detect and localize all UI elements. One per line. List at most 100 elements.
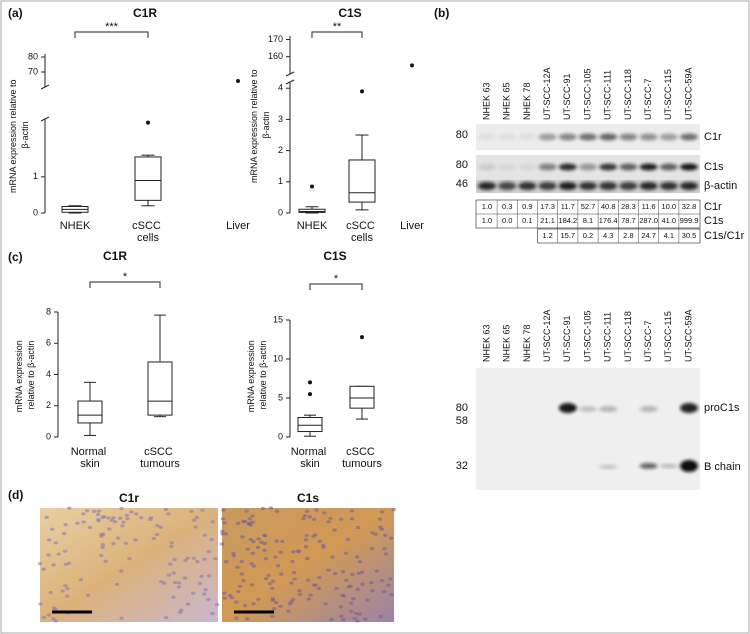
band — [579, 133, 597, 141]
nucleus — [182, 576, 188, 580]
nucleus — [250, 551, 256, 555]
nucleus — [249, 562, 254, 566]
nucleus — [341, 594, 347, 598]
lane-label: UT-SCC-115 — [663, 69, 673, 120]
nucleus — [239, 572, 244, 576]
row-label: C1s — [704, 215, 724, 227]
nucleus — [234, 616, 239, 620]
y-tick-label: 5 — [278, 392, 283, 402]
chart-title: C1S — [323, 249, 346, 263]
nucleus — [78, 577, 84, 582]
nucleus — [304, 509, 310, 513]
nucleus — [202, 557, 207, 561]
nucleus — [237, 584, 243, 588]
x-tick-label: Normal skin — [291, 446, 330, 470]
x-tick-label: Normal skin — [71, 446, 110, 470]
nucleus — [163, 507, 169, 512]
table-cell: 1.0 — [482, 216, 492, 225]
nucleus — [56, 552, 61, 556]
y-tick-label: 3 — [278, 114, 283, 124]
nucleus — [250, 520, 255, 524]
y-tick-label: 1 — [33, 171, 38, 181]
nucleus — [172, 557, 177, 562]
nucleus — [388, 536, 394, 540]
band — [558, 182, 577, 190]
nucleus — [206, 549, 211, 554]
nucleus — [340, 570, 346, 574]
y-tick-label: 70 — [28, 66, 38, 76]
nucleus — [236, 589, 241, 594]
lane-label: UT-SCC-7 — [643, 320, 653, 362]
table-cell: 40.8 — [601, 202, 616, 211]
band — [579, 163, 597, 171]
nucleus — [121, 520, 126, 524]
nucleus — [369, 546, 375, 551]
nucleus — [119, 616, 124, 620]
nucleus — [351, 597, 356, 601]
table-cell: 4.1 — [664, 231, 674, 240]
nucleus — [235, 565, 240, 569]
nucleus — [117, 516, 123, 520]
nucleus — [262, 534, 268, 538]
nucleus — [231, 554, 237, 558]
y-axis-label: mRNA expression relative to β-actin — [246, 338, 268, 413]
nucleus — [221, 591, 227, 595]
band — [619, 182, 638, 190]
nucleus — [307, 515, 312, 519]
nucleus — [349, 517, 355, 521]
nucleus — [37, 561, 43, 566]
table-cell: 21.1 — [540, 216, 555, 225]
band — [680, 163, 698, 171]
nucleus — [345, 537, 351, 542]
significance-label: ** — [333, 21, 342, 33]
band — [518, 182, 537, 190]
table-cell: 4.3 — [603, 231, 613, 240]
nucleus — [251, 539, 256, 544]
nucleus — [107, 527, 112, 531]
nucleus — [166, 512, 171, 516]
band — [518, 163, 537, 171]
nucleus — [355, 555, 360, 559]
outlier — [308, 380, 312, 385]
nucleus — [333, 572, 338, 576]
nucleus — [356, 571, 362, 575]
nucleus — [377, 517, 383, 521]
table-cell: 0.1 — [522, 216, 532, 225]
nucleus — [44, 515, 49, 519]
nucleus — [246, 522, 252, 526]
band — [558, 163, 577, 171]
nucleus — [51, 563, 56, 567]
nucleus — [151, 536, 156, 541]
nucleus — [209, 537, 214, 542]
nucleus — [259, 540, 264, 544]
nucleus — [343, 551, 349, 555]
outlier — [360, 335, 364, 340]
nucleus — [297, 589, 302, 593]
table-cell: 176.4 — [599, 216, 618, 225]
nucleus — [245, 547, 250, 551]
nucleus — [359, 570, 365, 574]
band — [680, 133, 698, 141]
band — [619, 163, 638, 171]
box — [349, 385, 375, 409]
band-label: C1s — [704, 161, 724, 173]
nucleus — [355, 587, 360, 591]
band — [639, 182, 658, 190]
band — [518, 133, 537, 141]
nucleus — [53, 541, 58, 545]
nucleus — [96, 509, 102, 513]
size-marker: 80 — [456, 159, 468, 171]
nucleus — [383, 552, 389, 556]
nucleus — [201, 592, 207, 596]
nucleus — [308, 593, 313, 597]
nucleus — [374, 569, 380, 573]
nucleus — [334, 586, 339, 590]
x-tick-label: cSCC tumours — [140, 446, 180, 470]
nucleus — [357, 612, 362, 616]
outlier — [310, 184, 314, 189]
lane-label: NHEK 65 — [502, 324, 512, 362]
nucleus — [249, 583, 255, 587]
outlier — [360, 89, 364, 94]
nucleus — [171, 595, 176, 599]
nucleus — [200, 508, 205, 512]
